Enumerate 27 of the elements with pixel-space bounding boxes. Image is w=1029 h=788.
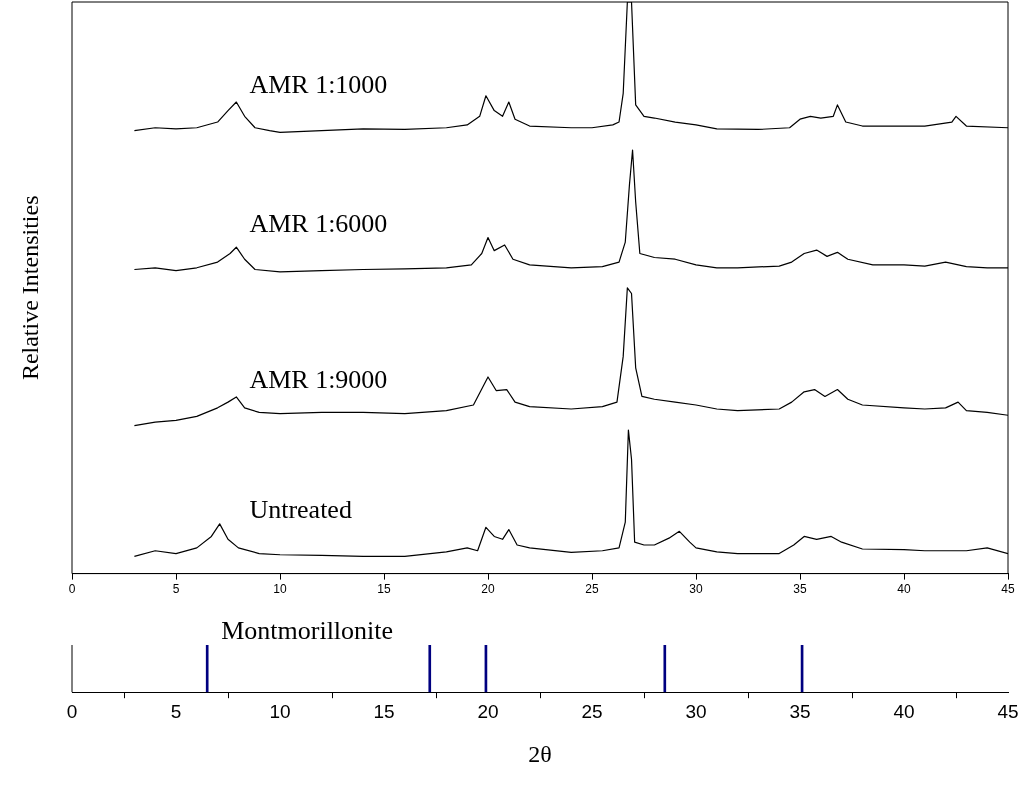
x-tick-label: 25 <box>581 700 603 722</box>
x-tick-label: 5 <box>172 582 180 597</box>
x-tick-label: 25 <box>585 582 599 597</box>
x-tick-label: 40 <box>897 582 911 597</box>
series-label: AMR 1:1000 <box>249 69 388 99</box>
y-axis-title: Relative Intensities <box>17 195 44 381</box>
x-tick-label: 45 <box>997 700 1019 722</box>
x-tick-label: 20 <box>477 700 499 722</box>
series-label: Montmorillonite <box>221 616 394 645</box>
x-tick-label: 35 <box>789 700 811 722</box>
x-tick-label: 10 <box>269 700 291 722</box>
x-tick-label: 5 <box>170 700 182 722</box>
x-tick-label: 15 <box>373 700 395 722</box>
x-tick-label: 40 <box>893 700 915 722</box>
x-tick-label: 0 <box>66 700 78 722</box>
series-label: AMR 1:9000 <box>249 364 388 394</box>
x-tick-label: 30 <box>685 700 707 722</box>
x-axis-title: 2θ <box>528 741 552 767</box>
x-tick-label: 30 <box>689 582 703 597</box>
x-tick-label: 0 <box>68 582 76 597</box>
x-tick-label: 35 <box>793 582 807 597</box>
series-label: AMR 1:6000 <box>249 208 388 238</box>
series-label: Untreated <box>249 495 352 525</box>
x-tick-label: 15 <box>377 582 391 597</box>
x-tick-label: 10 <box>273 582 287 597</box>
x-tick-label: 20 <box>481 582 495 597</box>
x-tick-label: 45 <box>1001 582 1015 597</box>
